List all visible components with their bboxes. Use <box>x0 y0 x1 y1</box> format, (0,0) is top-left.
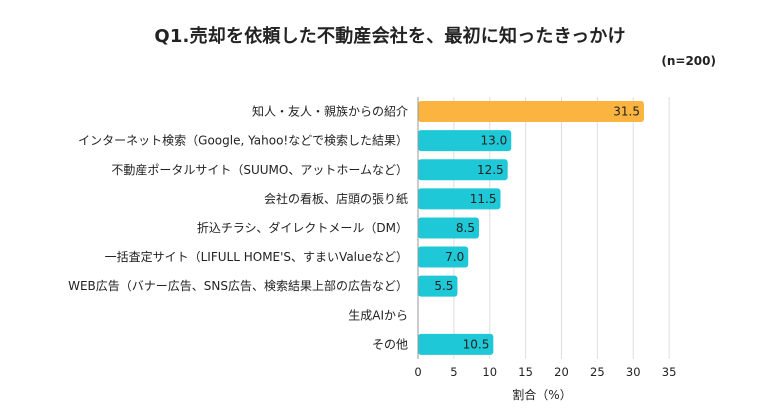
value-label: 7.0 <box>445 250 464 264</box>
value-label: 11.5 <box>470 192 497 206</box>
x-tick-label: 10 <box>482 365 497 379</box>
category-label: インターネット検索（Google, Yahoo!などで検索した結果） <box>78 134 408 148</box>
x-tick-label: 20 <box>554 365 569 379</box>
value-label: 13.0 <box>481 134 508 148</box>
category-label: 折込チラシ、ダイレクトメール（DM） <box>197 220 408 235</box>
bar <box>418 101 645 123</box>
x-tick-label: 5 <box>450 365 457 379</box>
category-label: WEB広告（バナー広告、SNS広告、検索結果上部の広告など） <box>68 278 408 293</box>
category-label: 一括査定サイト（LIFULL HOME'S、すまいValueなど） <box>105 249 408 264</box>
bar <box>418 333 494 355</box>
category-label: 会社の看板、店頭の張り紙 <box>264 191 408 206</box>
x-axis-label: 割合（%） <box>512 387 571 402</box>
value-label: 12.5 <box>477 163 504 177</box>
bar <box>418 188 501 210</box>
bar <box>418 159 508 181</box>
x-tick-label: 35 <box>662 365 677 379</box>
bar <box>418 246 469 268</box>
x-tick-label: 15 <box>518 365 533 379</box>
bar <box>418 130 512 152</box>
x-tick-label: 25 <box>590 365 605 379</box>
category-label: 不動産ポータルサイト（SUUMO、アットホームなど） <box>111 162 408 177</box>
value-label: 31.5 <box>613 105 640 119</box>
category-label: その他 <box>372 337 408 351</box>
x-tick-label: 30 <box>626 365 641 379</box>
value-label: 10.5 <box>463 337 490 351</box>
sample-size-note: (n=200) <box>661 54 716 68</box>
category-label: 知人・友人・親族からの紹介 <box>252 105 408 119</box>
value-label: 5.5 <box>434 279 453 293</box>
x-tick-label: 0 <box>414 365 421 379</box>
bar <box>418 275 458 297</box>
category-label: 生成AIから <box>348 308 408 322</box>
value-label: 8.5 <box>456 221 475 235</box>
bar <box>418 217 479 239</box>
chart-title: Q1.売却を依頼した不動産会社を、最初に知ったきっかけ <box>154 26 626 47</box>
